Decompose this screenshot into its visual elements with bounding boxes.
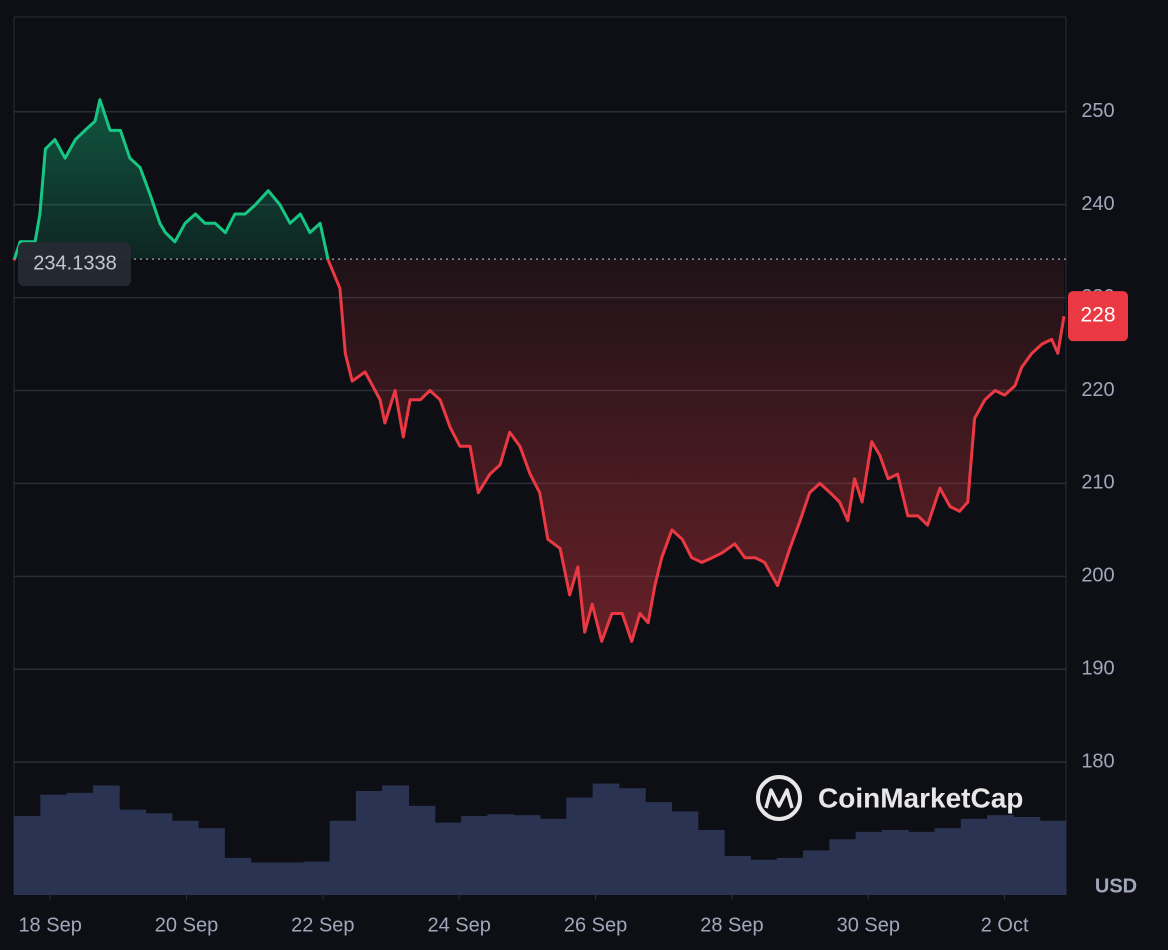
x-tick-label: 24 Sep — [428, 914, 491, 936]
volume-bar — [908, 831, 935, 895]
volume-bar — [66, 792, 94, 895]
volume-bar — [14, 816, 41, 895]
volume-bar — [171, 820, 199, 895]
y-tick-label: 200 — [1081, 565, 1114, 587]
current-price-box — [1068, 291, 1128, 342]
y-tick-label: 180 — [1081, 750, 1114, 772]
x-tick-label: 26 Sep — [564, 914, 627, 936]
x-tick-label: 22 Sep — [291, 914, 354, 936]
watermark-logo — [756, 775, 802, 821]
area — [14, 99, 1064, 642]
volume-bar — [1039, 820, 1067, 895]
volume-bar — [250, 862, 278, 895]
x-tick-label: 18 Sep — [18, 914, 81, 936]
volume-bar — [724, 856, 751, 895]
x-tick-label: 28 Sep — [700, 914, 763, 936]
x-tick-label: 2 Oct — [981, 914, 1029, 936]
volume-bar — [750, 859, 778, 895]
volume-bar — [329, 820, 357, 895]
currency-label: USD — [1095, 875, 1137, 897]
volume-bar — [645, 802, 672, 895]
volume-bar — [382, 785, 409, 895]
y-tick-label: 220 — [1081, 379, 1114, 401]
watermark: CoinMarketCap — [818, 782, 1023, 813]
volume-bar — [566, 797, 594, 895]
volume-bar — [461, 816, 488, 895]
volume-bar — [592, 783, 620, 895]
volume-bar — [119, 809, 146, 895]
y-tick-label: 210 — [1081, 472, 1114, 494]
volume-bar — [618, 788, 646, 895]
x-tick-label: 30 Sep — [837, 914, 900, 936]
volume-bar — [671, 811, 699, 895]
volume-bar — [960, 818, 988, 895]
volume-bar — [92, 785, 120, 895]
volume-bar — [540, 818, 567, 895]
x-tick-label: 20 Sep — [155, 914, 218, 936]
volume-bar — [803, 850, 830, 895]
volume-bar — [513, 815, 541, 895]
volume-bar — [355, 791, 383, 895]
volume-bar — [855, 831, 883, 895]
y-tick-label: 250 — [1081, 100, 1114, 122]
y-tick-label: 190 — [1081, 658, 1114, 680]
volume-bar — [776, 857, 804, 895]
volume-bar — [145, 813, 173, 895]
volume-bar — [40, 794, 68, 895]
price-line — [12, 98, 1066, 643]
volume-bar — [697, 830, 725, 895]
volume-bar — [198, 828, 225, 895]
volume-bar — [934, 828, 962, 895]
volume-bar — [434, 822, 462, 895]
volume-bar — [1013, 817, 1041, 895]
volume-bar — [408, 805, 436, 895]
baseline-label-box — [18, 242, 131, 287]
volume-bar — [303, 861, 331, 895]
current-price-label: 228 — [1080, 304, 1115, 327]
volume-bar — [881, 830, 909, 895]
volume-bar — [224, 857, 252, 895]
volume-bar — [987, 815, 1014, 895]
volume-bar — [277, 862, 304, 895]
baseline-label: 234.1338 — [33, 252, 116, 274]
volume-bar — [487, 814, 515, 895]
volume-bar — [829, 839, 857, 895]
y-tick-label: 240 — [1081, 193, 1114, 215]
